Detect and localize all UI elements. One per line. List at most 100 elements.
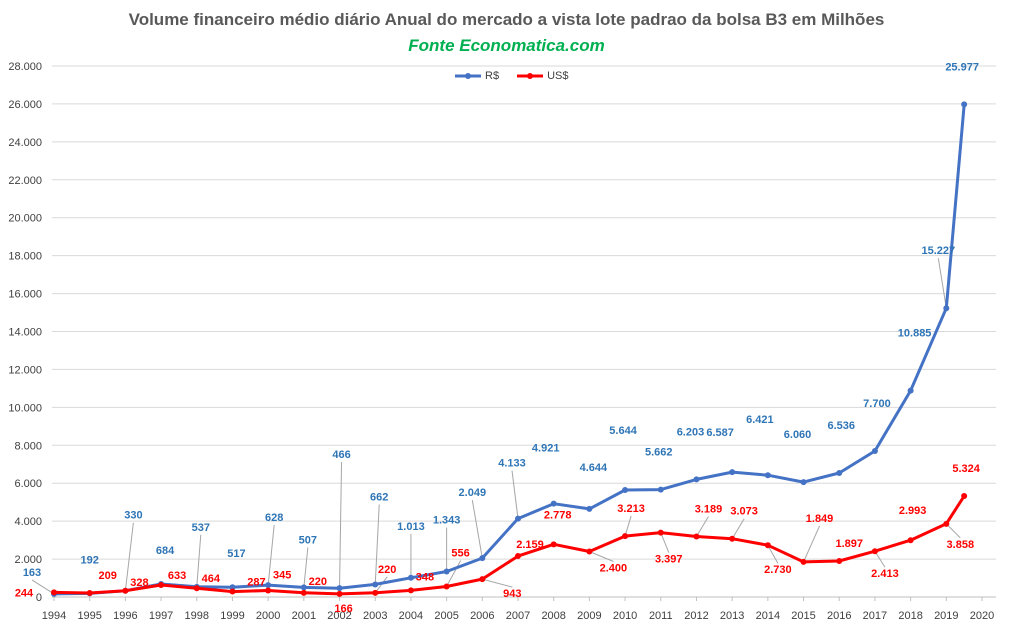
data-point-rs xyxy=(622,486,629,493)
data-label-rs: 684 xyxy=(156,545,175,557)
data-point-rs xyxy=(586,505,593,512)
x-tick-label: 1996 xyxy=(113,610,137,622)
data-label-usd: 1.897 xyxy=(835,538,863,550)
x-tick-label: 2016 xyxy=(827,610,851,622)
y-tick-label: 20.000 xyxy=(8,213,42,225)
data-label-usd: 3.858 xyxy=(947,539,975,551)
data-point-rs xyxy=(907,387,914,394)
data-point-rs xyxy=(550,500,557,507)
y-tick-label: 10.000 xyxy=(8,402,42,414)
x-tick-label: 2009 xyxy=(577,610,601,622)
x-tick-label: 2010 xyxy=(613,610,637,622)
y-tick-label: 8.000 xyxy=(14,440,42,452)
x-tick-label: 2001 xyxy=(292,610,316,622)
data-label-usd: 287 xyxy=(247,577,265,589)
leader-line xyxy=(196,534,202,587)
data-label-usd: 3.073 xyxy=(730,506,758,518)
data-point-rs xyxy=(943,305,950,312)
x-tick-label: 2014 xyxy=(756,610,780,622)
leader-line xyxy=(624,515,632,537)
data-point-rs xyxy=(479,555,486,562)
x-tick-label: 2012 xyxy=(684,610,708,622)
data-point-rs xyxy=(265,582,272,589)
x-tick-label: 2011 xyxy=(649,610,673,622)
data-point-usd xyxy=(693,533,700,540)
data-point-rs xyxy=(729,469,736,476)
x-tick-label: 2020 xyxy=(970,610,994,622)
legend-line-usd-icon xyxy=(517,73,544,79)
y-tick-label: 28.000 xyxy=(8,61,42,73)
data-point-usd xyxy=(479,576,486,583)
leader-line xyxy=(589,551,614,562)
data-label-usd: 209 xyxy=(99,570,117,582)
leader-line xyxy=(374,504,380,585)
y-tick-label: 18.000 xyxy=(8,251,42,263)
leader-line xyxy=(660,532,670,553)
y-tick-label: 6.000 xyxy=(14,478,42,490)
x-tick-label: 2006 xyxy=(470,610,494,622)
data-label-rs: 517 xyxy=(227,548,245,560)
data-label-rs: 6.536 xyxy=(827,420,855,432)
data-label-rs: 4.644 xyxy=(580,462,608,474)
data-label-usd: 556 xyxy=(451,547,469,559)
data-label-usd: 220 xyxy=(378,564,396,576)
data-label-rs: 537 xyxy=(192,522,210,534)
leader-line xyxy=(874,550,886,568)
data-label-usd: 348 xyxy=(416,571,434,583)
x-tick-label: 1999 xyxy=(220,610,244,622)
legend: R$ US$ xyxy=(455,70,568,82)
data-label-usd: 220 xyxy=(309,576,327,588)
x-tick-label: 2008 xyxy=(541,610,565,622)
data-point-rs xyxy=(336,585,343,592)
data-label-rs: 10.885 xyxy=(898,328,932,340)
data-label-rs: 5.644 xyxy=(609,425,637,437)
data-point-rs xyxy=(372,581,379,588)
data-point-rs xyxy=(693,476,700,483)
data-label-rs: 1.343 xyxy=(433,515,461,527)
legend-line-rs-icon xyxy=(455,73,481,79)
data-point-usd xyxy=(158,581,165,588)
data-point-usd xyxy=(443,583,450,590)
data-label-usd: 2.730 xyxy=(764,564,792,576)
data-point-usd xyxy=(86,590,93,597)
data-label-usd: 2.993 xyxy=(899,505,927,517)
axes: 02.0004.0006.0008.00010.00012.00014.0001… xyxy=(8,61,994,622)
data-point-usd xyxy=(622,533,629,540)
data-point-usd xyxy=(193,585,200,592)
data-label-usd: 2.159 xyxy=(516,539,544,551)
data-point-usd xyxy=(764,542,771,549)
data-label-usd: 633 xyxy=(168,570,186,582)
leader-line xyxy=(124,522,134,591)
leader-line xyxy=(482,578,513,588)
data-label-rs: 5.662 xyxy=(645,447,673,459)
data-point-usd xyxy=(51,589,57,596)
data-point-rs xyxy=(800,479,807,486)
data-point-usd xyxy=(265,587,272,594)
data-label-usd: 2.413 xyxy=(871,568,899,580)
y-tick-label: 12.000 xyxy=(8,364,42,376)
data-point-rs xyxy=(443,568,450,575)
leader-line xyxy=(446,560,462,587)
x-tick-label: 2003 xyxy=(363,610,387,622)
y-tick-label: 22.000 xyxy=(8,175,42,187)
x-tick-label: 2018 xyxy=(898,610,922,622)
data-label-usd: 3.189 xyxy=(695,504,723,516)
x-tick-label: 1995 xyxy=(77,610,101,622)
leader-line xyxy=(303,547,309,588)
data-label-rs: 6.060 xyxy=(784,429,812,441)
x-tick-label: 2013 xyxy=(720,610,744,622)
data-point-usd xyxy=(372,589,379,596)
leader-line xyxy=(31,579,55,595)
data-label-rs: 330 xyxy=(124,510,142,522)
data-label-usd: 345 xyxy=(273,569,291,581)
data-label-rs: 163 xyxy=(23,567,41,579)
x-tick-label: 2002 xyxy=(327,610,351,622)
data-point-rs xyxy=(871,447,878,454)
chart-title: Volume financeiro médio diário Anual do … xyxy=(128,10,885,29)
data-point-usd xyxy=(407,587,414,594)
data-label-rs: 4.921 xyxy=(532,443,560,455)
data-label-rs: 628 xyxy=(265,512,283,524)
data-point-rs xyxy=(764,472,771,479)
data-labels: 163 192 330 684 537 517 628 507 466 662 1.013 1.343… xyxy=(15,61,981,614)
